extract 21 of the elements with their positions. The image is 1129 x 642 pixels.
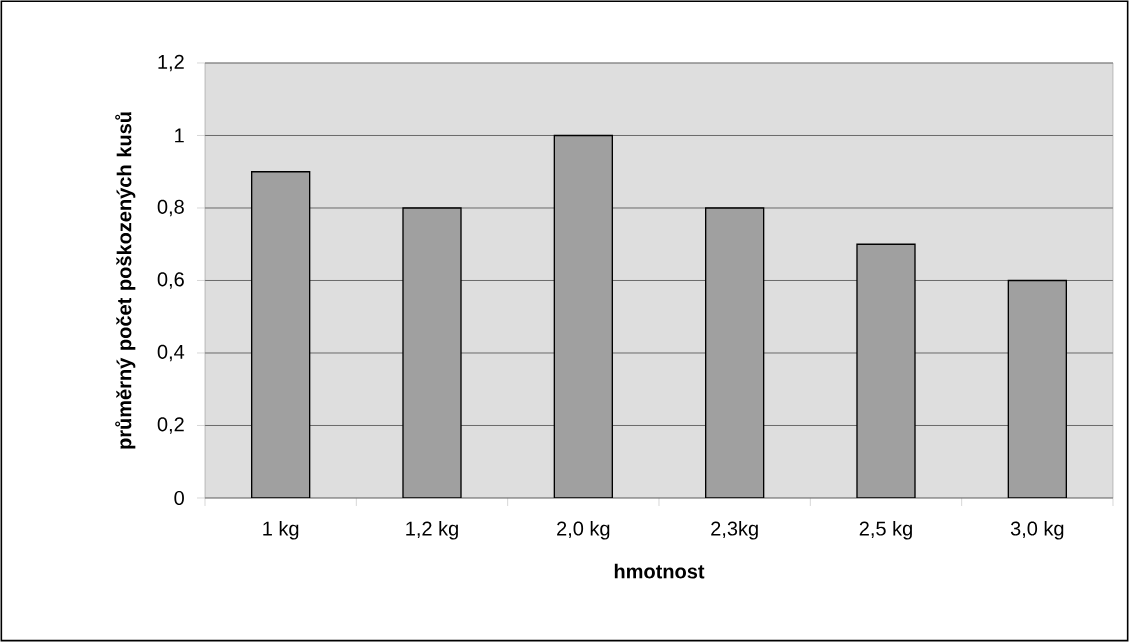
bar — [856, 243, 916, 498]
y-axis-title: průměrný počet poškozených kusů — [115, 112, 136, 449]
bar — [251, 171, 311, 498]
x-tick-label: 2,0 kg — [557, 520, 610, 540]
bar — [553, 134, 614, 498]
x-axis-title: hmotnost — [614, 563, 705, 579]
y-tick-label: 0 — [174, 490, 184, 506]
x-tick-label: 1 kg — [263, 520, 299, 540]
bar — [1007, 279, 1067, 498]
y-tick-label: 0,2 — [157, 417, 184, 434]
x-tick-label: 2,5 kg — [859, 520, 912, 540]
y-tick-label: 1 — [175, 128, 184, 143]
y-tick-label: 0,4 — [157, 344, 185, 362]
bar — [705, 207, 765, 498]
y-tick-label: 0,6 — [157, 272, 184, 289]
x-tick-label: 2,3kg — [711, 520, 758, 540]
x-tick-label: 3,0 kg — [1010, 520, 1064, 540]
y-tick-label: 0,8 — [157, 199, 184, 217]
y-tick-label: 1,2 — [158, 54, 184, 72]
x-tick-label: 1,2 kg — [406, 520, 458, 540]
bar — [402, 207, 462, 498]
